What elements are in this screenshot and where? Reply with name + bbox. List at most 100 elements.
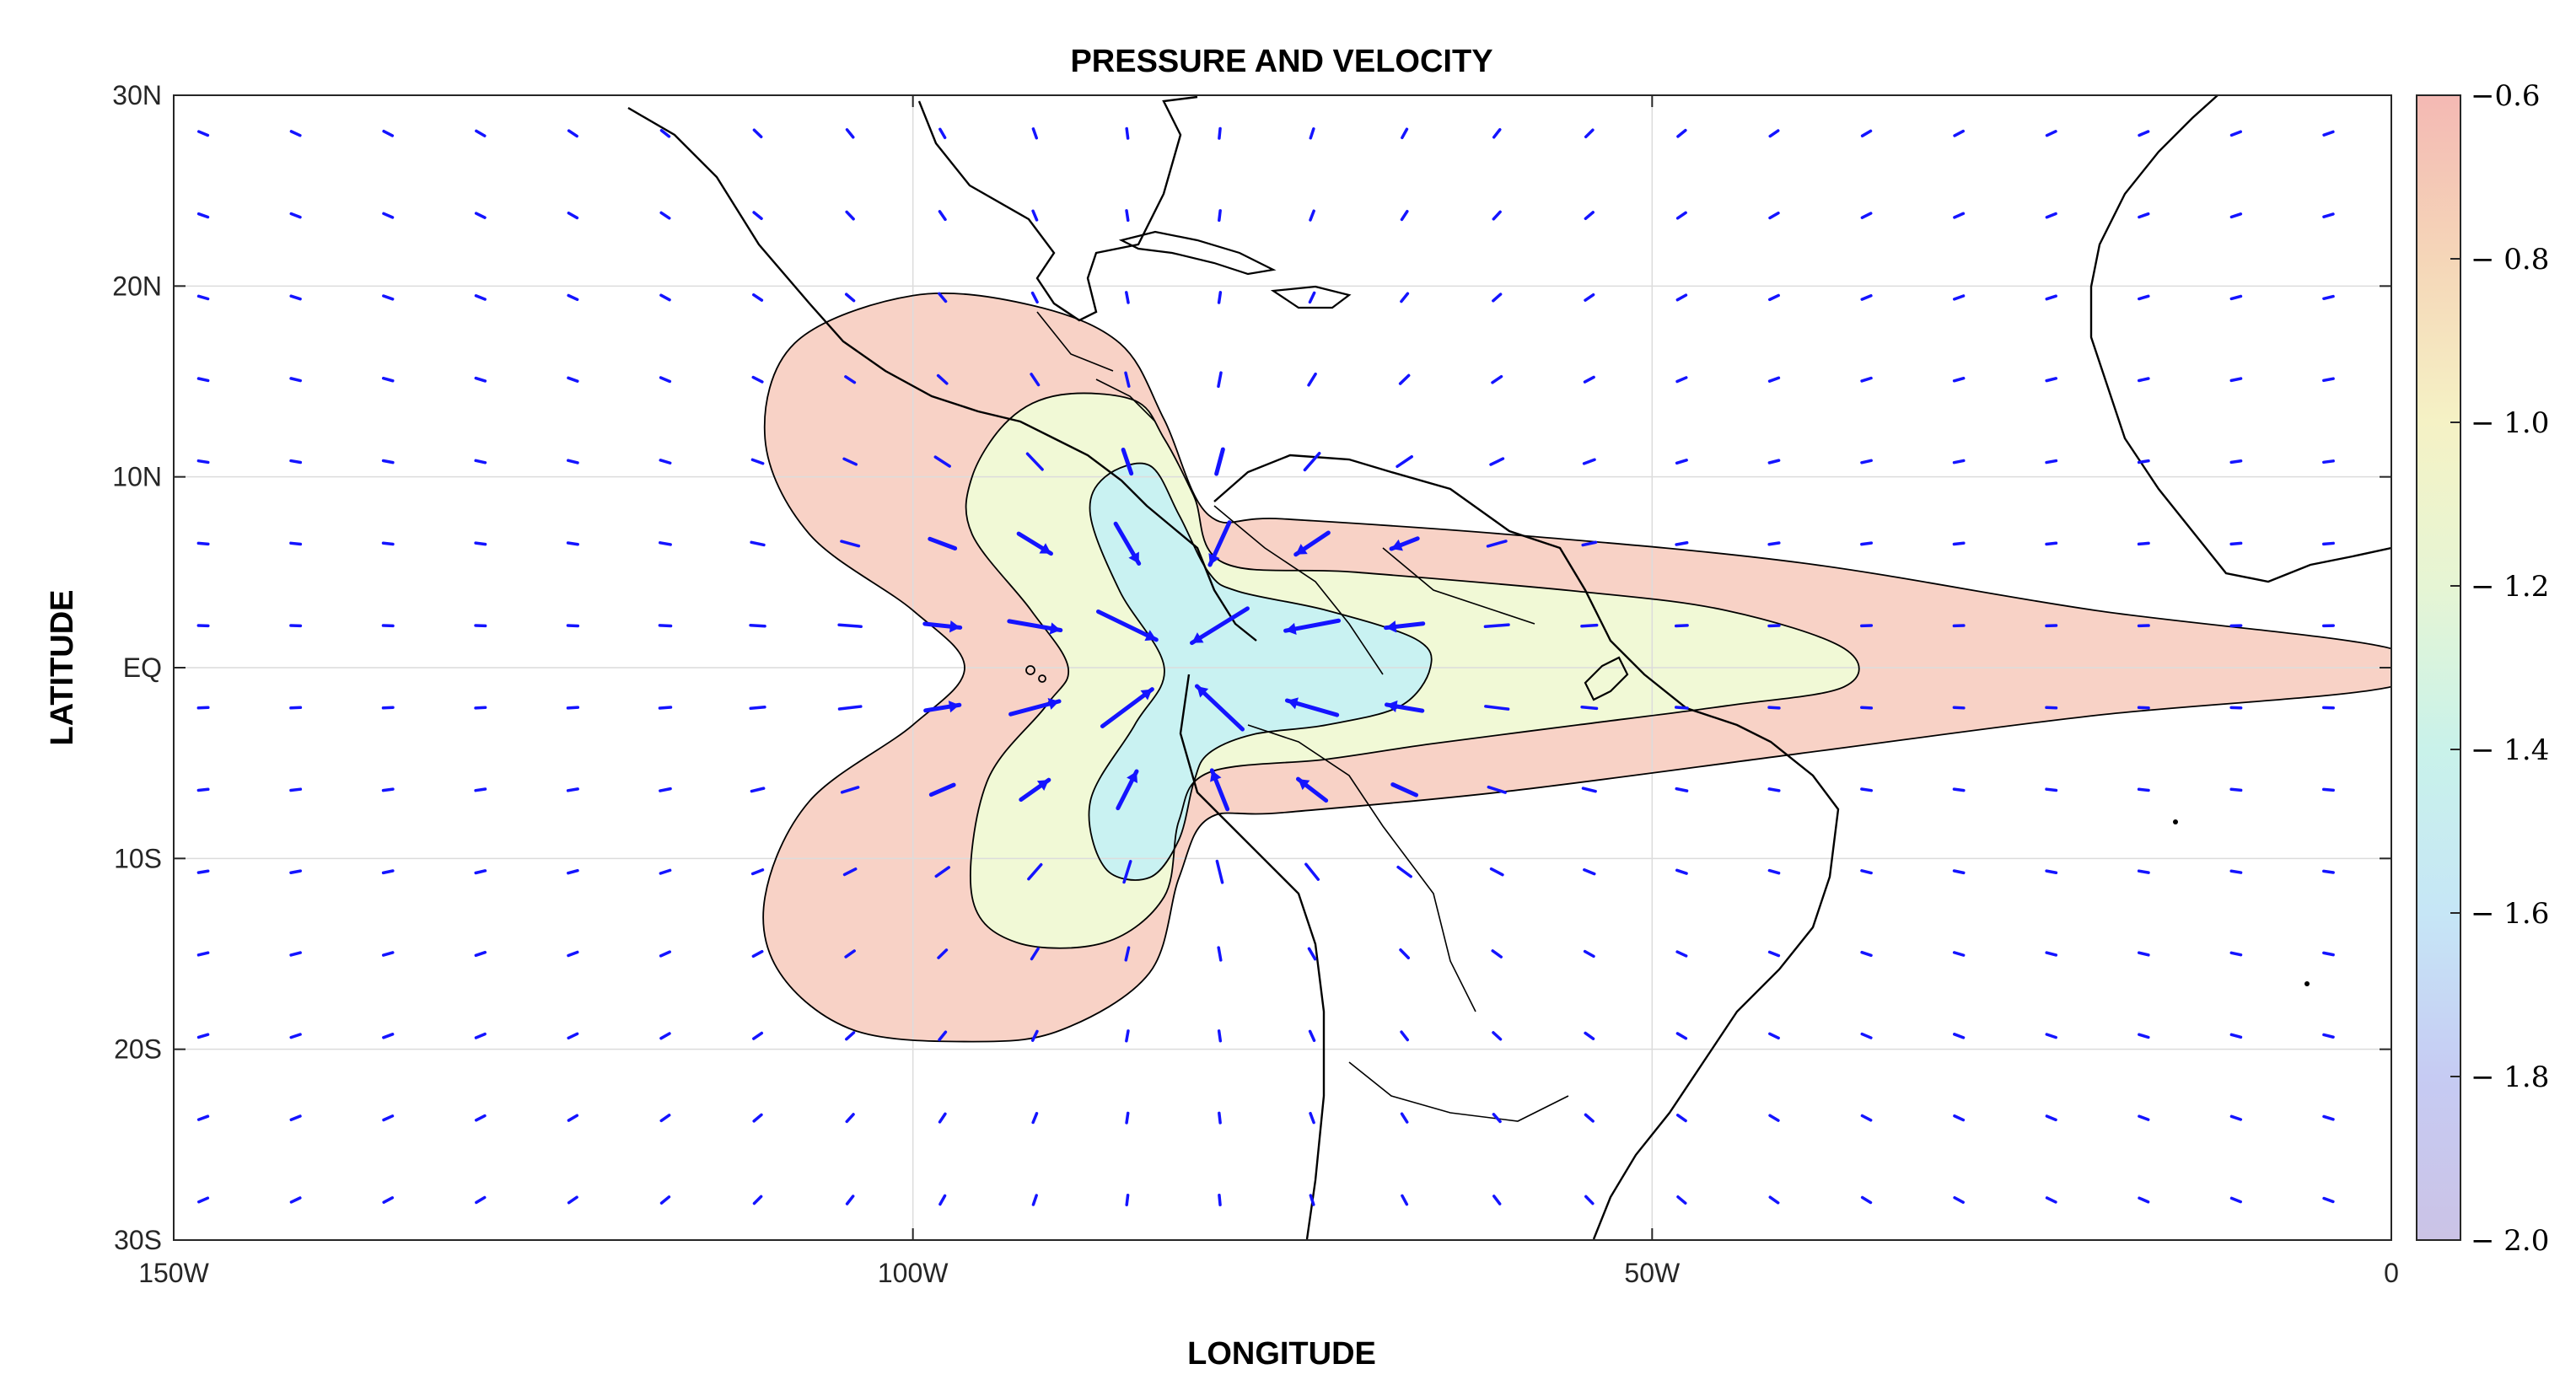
velocity-vector-268: [567, 1032, 579, 1040]
velocity-vector-256: [1675, 950, 1688, 958]
velocity-arrowhead-154: [1144, 630, 1157, 642]
coastline-layer: [627, 95, 2391, 1240]
velocity-vector-59: [1217, 291, 1223, 304]
velocity-vector-299: [1218, 1111, 1222, 1125]
velocity-vector-214: [2229, 787, 2243, 792]
x-tick-label-3: 0: [2384, 1258, 2399, 1288]
velocity-vector-310: [2229, 1114, 2243, 1121]
velocity-vector-32: [938, 210, 947, 222]
contour-fill-2: [1089, 463, 1432, 880]
velocity-vector-46: [2229, 212, 2243, 219]
velocity-vector-193: [289, 787, 303, 792]
velocity-vector-335: [2322, 1196, 2335, 1204]
velocity-vector-154: [1095, 609, 1159, 642]
x-tick-label-1: 100W: [878, 1258, 949, 1288]
velocity-vector-269: [659, 1032, 671, 1040]
velocity-vector-36: [1309, 209, 1315, 222]
velocity-vector-187: [1952, 706, 1966, 710]
velocity-vector-5: [659, 128, 671, 138]
velocity-vector-72: [196, 377, 210, 383]
coastline-hispaniola: [1270, 285, 1352, 309]
velocity-vector-171: [474, 706, 487, 710]
velocity-arrowhead-130: [1128, 551, 1139, 564]
velocity-vector-290: [382, 1114, 395, 1122]
velocity-vector-236: [2045, 869, 2058, 874]
velocity-vector-174: [749, 706, 766, 711]
colorbar-tick-label-6: − 1.8: [2471, 1061, 2549, 1094]
velocity-vector-20: [2045, 130, 2057, 137]
velocity-vector-217: [289, 869, 303, 874]
y-tick-label-4: 10S: [114, 843, 162, 873]
velocity-vector-209: [1767, 787, 1781, 792]
velocity-vector-327: [1584, 1195, 1595, 1205]
velocity-vector-288: [196, 1114, 210, 1121]
velocity-arrowhead-179: [1197, 685, 1209, 698]
island-galapagos-2: [1038, 674, 1046, 683]
velocity-vector-276: [1308, 1029, 1316, 1043]
velocity-vector-244: [567, 950, 579, 958]
velocity-vector-37: [1400, 210, 1409, 222]
velocity-vector-195: [474, 787, 487, 792]
velocity-vector-62: [1492, 293, 1503, 303]
velocity-vector-12: [1309, 127, 1315, 140]
velocity-vector-23: [2322, 130, 2335, 137]
y-tick-label-3: EQ: [123, 652, 162, 683]
velocity-arrowhead-156: [1285, 622, 1297, 636]
velocity-vector-205: [1390, 782, 1419, 797]
velocity-vector-44: [2045, 212, 2057, 219]
velocity-vector-93: [2137, 377, 2150, 383]
colorbar-tick-label-4: − 1.4: [2471, 733, 2549, 767]
velocity-vector-241: [289, 951, 302, 957]
velocity-vector-216: [196, 869, 210, 874]
velocity-vector-7: [845, 128, 855, 139]
velocity-vector-199: [840, 786, 860, 794]
velocity-vector-98: [381, 459, 395, 464]
velocity-vector-315: [475, 1195, 487, 1205]
velocity-vector-320: [938, 1194, 947, 1206]
velocity-vector-279: [1584, 1031, 1595, 1040]
velocity-vector-92: [2045, 377, 2058, 383]
velocity-vector-302: [1492, 1113, 1502, 1124]
velocity-vector-227: [1215, 859, 1224, 884]
velocity-vector-215: [2322, 787, 2335, 792]
velocity-vector-293: [659, 1114, 671, 1123]
velocity-vector-294: [752, 1113, 763, 1123]
velocity-vector-9: [1031, 127, 1038, 140]
velocity-vector-254: [1491, 949, 1503, 958]
velocity-vector-213: [2137, 787, 2150, 792]
velocity-vector-124: [566, 541, 579, 546]
velocity-vector-137: [1767, 541, 1781, 546]
velocity-vector-208: [1675, 787, 1689, 792]
velocity-vector-126: [750, 540, 766, 547]
velocity-vector-291: [474, 1114, 487, 1122]
velocity-arrowhead-155: [1191, 632, 1204, 643]
velocity-vector-222: [750, 868, 765, 876]
velocity-arrowhead-176: [948, 701, 960, 713]
velocity-vector-178: [1100, 687, 1154, 728]
velocity-vector-116: [2045, 459, 2058, 464]
velocity-vector-82: [1124, 371, 1131, 388]
velocity-vector-260: [2045, 951, 2058, 957]
velocity-vector-301: [1400, 1112, 1409, 1124]
velocity-vector-229: [1396, 865, 1412, 878]
velocity-vector-243: [474, 950, 487, 958]
velocity-vector-247: [844, 949, 856, 958]
velocity-vector-91: [1952, 376, 1966, 383]
velocity-vector-311: [2322, 1114, 2335, 1121]
velocity-vector-41: [1768, 211, 1780, 220]
velocity-vector-120: [196, 541, 210, 546]
velocity-vector-109: [1396, 455, 1413, 469]
velocity-arrowhead-202: [1127, 771, 1137, 783]
velocity-vector-319: [845, 1195, 855, 1205]
velocity-vector-119: [2322, 459, 2335, 464]
velocity-vector-22: [2229, 130, 2243, 137]
velocity-vector-286: [2229, 1033, 2243, 1039]
velocity-vector-51: [474, 294, 487, 301]
velocity-arrowhead-181: [1386, 700, 1398, 713]
velocity-arrowhead-178: [1140, 689, 1153, 701]
island-galapagos: [1025, 665, 1035, 675]
velocity-vector-225: [1027, 862, 1043, 881]
velocity-arrowhead-132: [1295, 544, 1308, 555]
velocity-vector-74: [381, 376, 395, 383]
velocity-vector-257: [1767, 950, 1781, 958]
